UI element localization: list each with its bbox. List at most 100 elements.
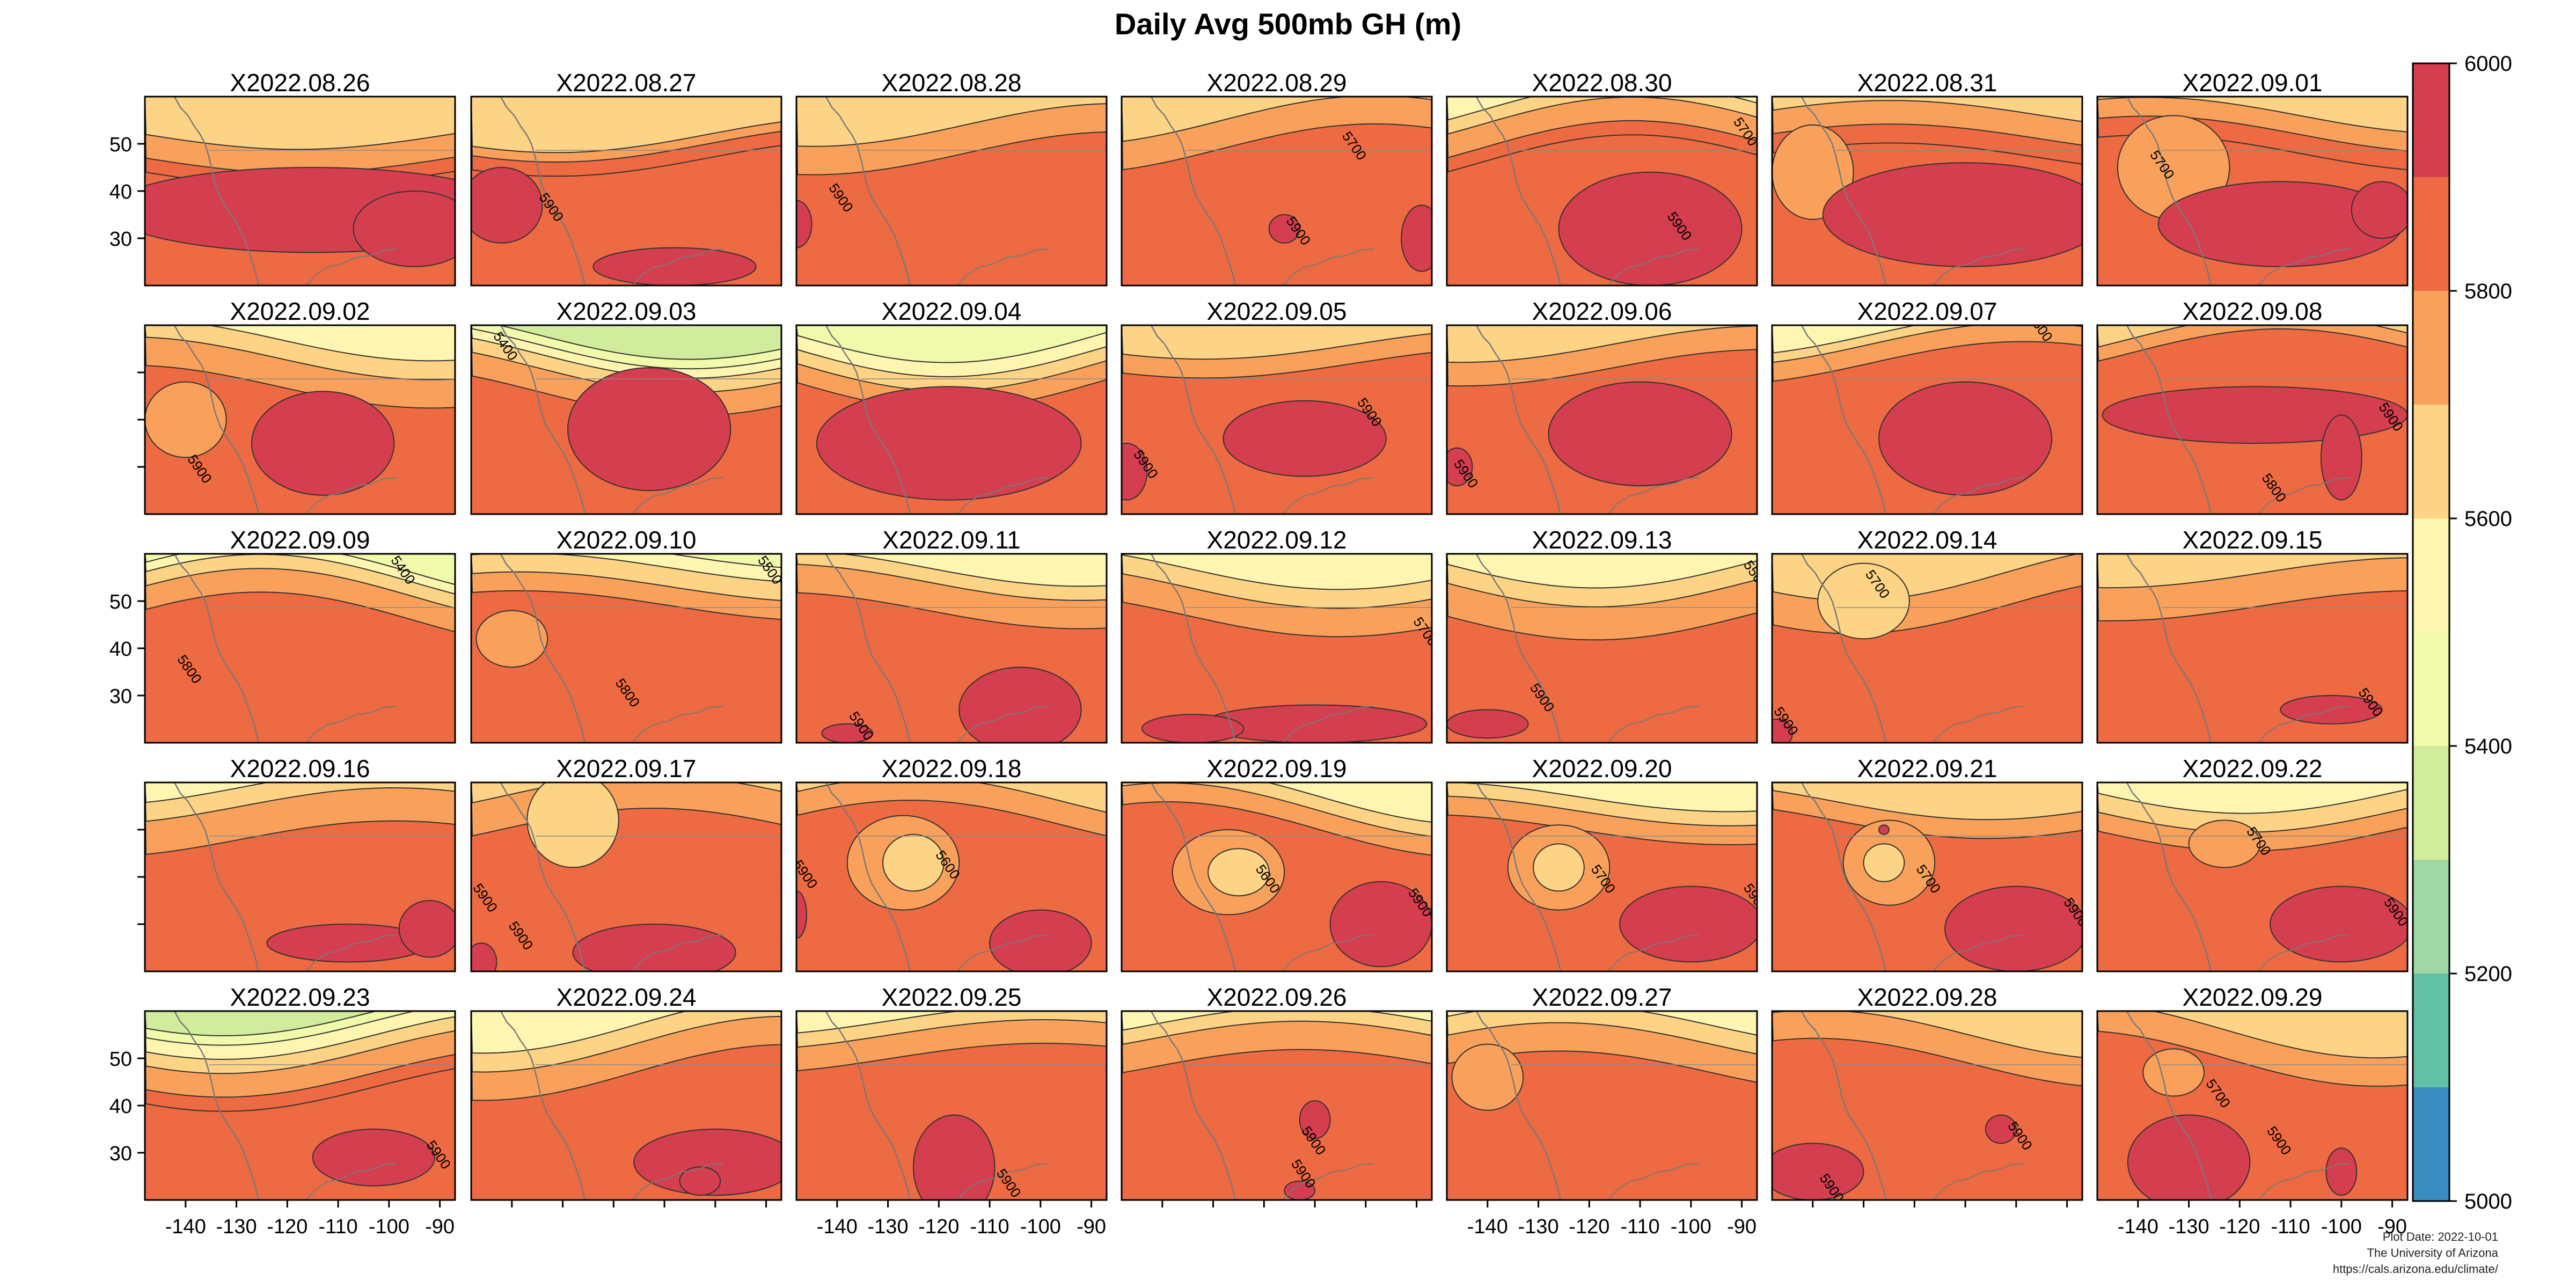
- high-center: [1299, 1100, 1331, 1139]
- coastline: [1150, 554, 1236, 743]
- contour-band: [1447, 1011, 1757, 1036]
- coastline: [825, 325, 911, 514]
- chart-title: Daily Avg 500mb GH (m): [1114, 7, 1462, 41]
- panel-frame: [1446, 781, 1758, 972]
- panel-frame: [1771, 96, 2083, 287]
- x-tick-label: -110: [318, 1216, 357, 1238]
- coastline: [1282, 248, 1374, 286]
- x-tick-label: -140: [1467, 1216, 1508, 1238]
- coastline: [305, 248, 398, 286]
- contour-band: [471, 554, 781, 568]
- x-tick-label: -110: [1620, 1216, 1659, 1238]
- coastline: [305, 706, 398, 743]
- credit-university: The University of Arizona: [2367, 1246, 2498, 1260]
- coastline: [500, 1011, 586, 1200]
- x-tick-label: -90: [2377, 1216, 2407, 1238]
- coastline: [1475, 554, 1562, 743]
- high-center: [2351, 181, 2407, 239]
- panel-frame: [795, 781, 1108, 972]
- x-tick-label: -110: [970, 1216, 1009, 1238]
- contour-band: [1122, 325, 1432, 360]
- coastline: [1801, 97, 1887, 286]
- coastline: [1150, 782, 1236, 971]
- contour-band: [1772, 325, 2082, 354]
- coastline: [173, 554, 260, 743]
- panel-title: X2022.09.15: [2183, 526, 2323, 554]
- coastline: [957, 477, 1049, 514]
- panel-frame: [470, 781, 782, 972]
- high-center: [1558, 171, 1743, 286]
- y-tick-label: 40: [109, 181, 132, 203]
- coastline: [1801, 782, 1887, 971]
- panel-frame: [795, 324, 1108, 515]
- colorbar-tick-label: 5000: [2464, 1190, 2512, 1213]
- panel-frame: [1771, 324, 2083, 515]
- y-tick-label: 40: [109, 638, 132, 661]
- high-center: [312, 1128, 436, 1187]
- high-center: [1619, 885, 1757, 963]
- panel-title: X2022.08.26: [230, 69, 370, 97]
- high-center: [567, 367, 731, 492]
- y-tick-label: 50: [109, 1048, 132, 1071]
- coastline: [1607, 1163, 1700, 1200]
- x-tick-label: -100: [369, 1216, 409, 1238]
- contour-band: [145, 782, 455, 803]
- high-center: [1223, 400, 1387, 477]
- cutoff-low: [145, 381, 227, 458]
- panel-title: X2022.09.03: [557, 297, 697, 325]
- panel-frame: [1121, 1010, 1433, 1201]
- contour-band: [471, 325, 781, 360]
- coastline: [2258, 1163, 2350, 1200]
- coastline: [1150, 97, 1236, 286]
- coastline: [957, 248, 1049, 286]
- contour-band: [1772, 1011, 2082, 1058]
- panel-frame: [1121, 553, 1433, 744]
- coastline: [2126, 325, 2212, 514]
- panel-frame: [1771, 1010, 2083, 1201]
- coastline: [2258, 934, 2350, 971]
- colorbar-tick-label: 5400: [2464, 735, 2512, 758]
- cutoff-low: [526, 782, 619, 868]
- colorbar-bin: [2413, 177, 2449, 291]
- panel-title: X2022.09.18: [882, 755, 1022, 782]
- colorbar: 6000 5800 5600 5400 5200 5000: [2412, 52, 2512, 1213]
- cutoff-low: [1208, 848, 1270, 897]
- colorbar-bin: [2413, 632, 2449, 746]
- high-center: [2320, 414, 2362, 501]
- panel-frame: [1121, 781, 1433, 972]
- colorbar-bin: [2413, 974, 2449, 1087]
- contour-band: [2097, 554, 2407, 589]
- cutoff-low: [1451, 1043, 1524, 1111]
- panel-frame: [2096, 324, 2409, 515]
- y-tick-label: 30: [109, 228, 132, 251]
- y-tick-label: 30: [109, 685, 132, 708]
- coastline: [1282, 934, 1374, 971]
- high-center: [816, 386, 1082, 501]
- panel-title: X2022.09.19: [1207, 755, 1347, 782]
- coastline: [173, 782, 260, 971]
- coastline: [305, 1163, 398, 1200]
- high-center: [633, 1129, 781, 1196]
- panel-title: X2022.09.07: [1857, 297, 1997, 325]
- x-tick-label: -130: [2169, 1216, 2209, 1238]
- x-tick-label: -100: [1020, 1216, 1061, 1238]
- credit-url: https://cals.arizona.edu/climate/: [2332, 1262, 2498, 1276]
- high-center: [1772, 1143, 1864, 1200]
- high-center: [1772, 719, 1793, 743]
- panel-title: X2022.09.25: [882, 983, 1022, 1011]
- coastline: [1607, 706, 1700, 743]
- contour-band: [796, 782, 1107, 813]
- panel-frame: [1446, 324, 1758, 515]
